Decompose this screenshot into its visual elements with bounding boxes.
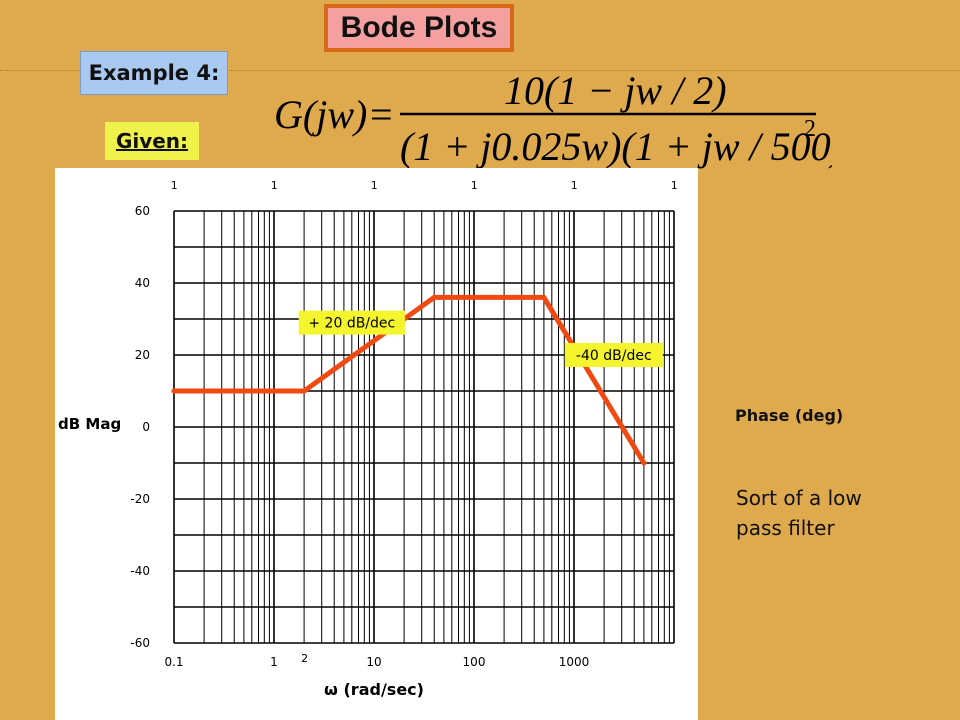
x-tick-label: 0.1: [164, 655, 183, 669]
top-label: 1: [371, 179, 378, 192]
slope-callout-box: [564, 343, 663, 367]
transfer-function-formula: G(jw) = 10(1 − jw / 2) (1 + j0.025w)(1 +…: [274, 68, 832, 169]
magnitude-point: [171, 388, 177, 394]
magnitude-point: [301, 388, 307, 394]
x-tick-label: 10: [366, 655, 381, 669]
slope-callout-text: -40 dB/dec: [576, 348, 652, 364]
formula-denominator: (1 + j0.025w)(1 + jw / 500): [400, 124, 832, 169]
top-label: 1: [671, 179, 678, 192]
x-tick-label: 100: [463, 655, 486, 669]
example-label: Example 4:: [80, 51, 228, 95]
magnitude-point: [541, 294, 547, 300]
top-label: 1: [171, 179, 178, 192]
y-tick-labels: 60 40 20 0 -20 -40 -60: [130, 204, 150, 650]
y-tick-label: 20: [135, 348, 150, 362]
slope-callout-box: [298, 310, 405, 335]
y-tick-label: -60: [130, 636, 150, 650]
y-tick-label: -20: [130, 492, 150, 506]
formula-denominator-exponent: 2: [804, 116, 816, 142]
phase-axis-label: Phase (deg): [735, 406, 844, 425]
magnitude-series: [171, 294, 647, 466]
x-tick-label: 1000: [559, 655, 590, 669]
given-text: Given:: [115, 129, 189, 153]
header-rule: [0, 70, 960, 72]
slope-callout-text: + 20 dB/dec: [308, 316, 395, 332]
slope-callout: + 20 dB/dec: [298, 310, 405, 335]
formula-lhs: G(jw): [274, 92, 367, 137]
extra-label: 2: [301, 652, 308, 665]
x-tick-label: 1: [270, 655, 278, 669]
x-axis-label: ω (rad/sec): [324, 680, 424, 699]
y-tick-label: 60: [135, 204, 150, 218]
y-tick-label: -40: [130, 564, 150, 578]
filter-note: Sort of a low pass filter: [736, 483, 936, 543]
given-label: Given:: [105, 122, 199, 160]
top-label: 1: [571, 179, 578, 192]
top-label: 1: [471, 179, 478, 192]
slope-callout: -40 dB/dec: [564, 343, 663, 367]
y-tick-label: 0: [142, 420, 150, 434]
slope-annotations: + 20 dB/dec -40 dB/dec: [298, 310, 663, 367]
filter-note-line1: Sort of a low: [736, 486, 862, 510]
chart-grid: [173, 210, 675, 644]
formula-numerator: 10(1 − jw / 2): [504, 68, 727, 113]
y-axis-label: dB Mag: [58, 415, 121, 433]
y-tick-label: 40: [135, 276, 150, 290]
top-labels: 1 1 1 1 1 1: [171, 179, 678, 192]
x-tick-labels: 0.1 1 10 100 1000: [164, 655, 589, 669]
filter-note-line2: pass filter: [736, 516, 835, 540]
formula-equals: =: [370, 92, 393, 137]
slide-title: Bode Plots: [324, 4, 514, 52]
magnitude-point: [641, 460, 647, 466]
magnitude-point: [431, 294, 437, 300]
top-label: 1: [271, 179, 278, 192]
